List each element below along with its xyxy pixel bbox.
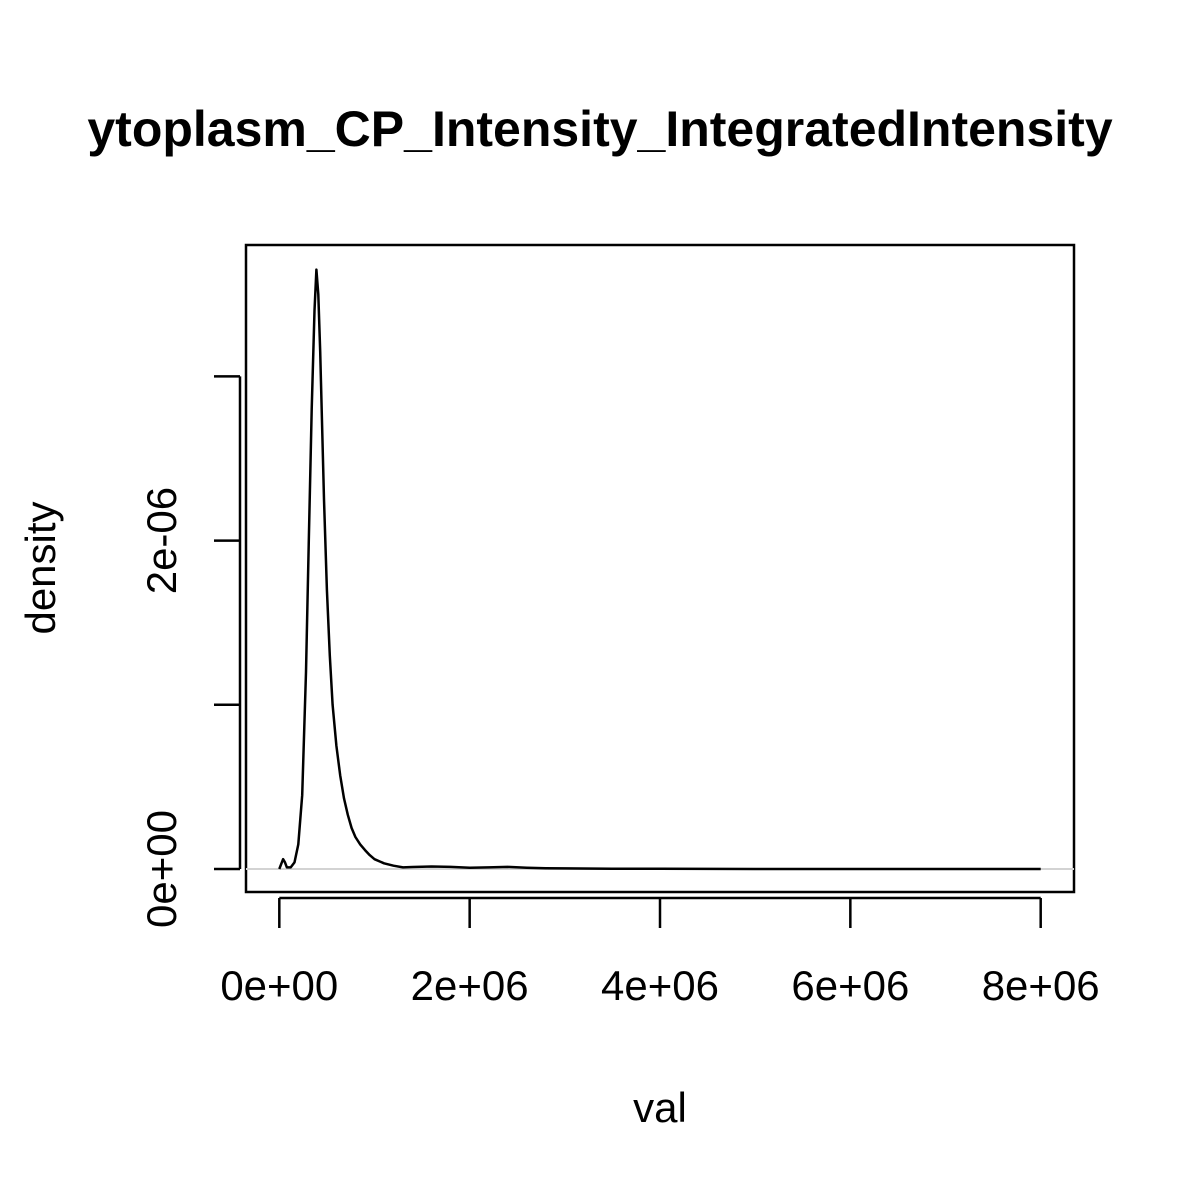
x-axis: 0e+00 2e+06 4e+06 6e+06 8e+06 <box>220 896 1100 1009</box>
x-axis-label: val <box>633 1084 687 1131</box>
x-tick-label: 2e+06 <box>411 962 529 1009</box>
x-tick-label: 4e+06 <box>601 962 719 1009</box>
plot-frame <box>244 243 1076 894</box>
y-axis: 0e+00 2e-06 <box>138 375 242 928</box>
x-tick-label: 0e+00 <box>220 962 338 1009</box>
chart-title: ytoplasm_CP_Intensity_IntegratedIntensit… <box>87 101 1112 157</box>
density-line <box>278 268 1041 871</box>
x-tick-label: 6e+06 <box>791 962 909 1009</box>
y-axis-label: density <box>17 501 64 634</box>
series-layer <box>278 268 1041 871</box>
y-tick-label: 0e+00 <box>138 810 185 928</box>
x-tick-label: 8e+06 <box>982 962 1100 1009</box>
y-tick-label: 2e-06 <box>138 487 185 594</box>
